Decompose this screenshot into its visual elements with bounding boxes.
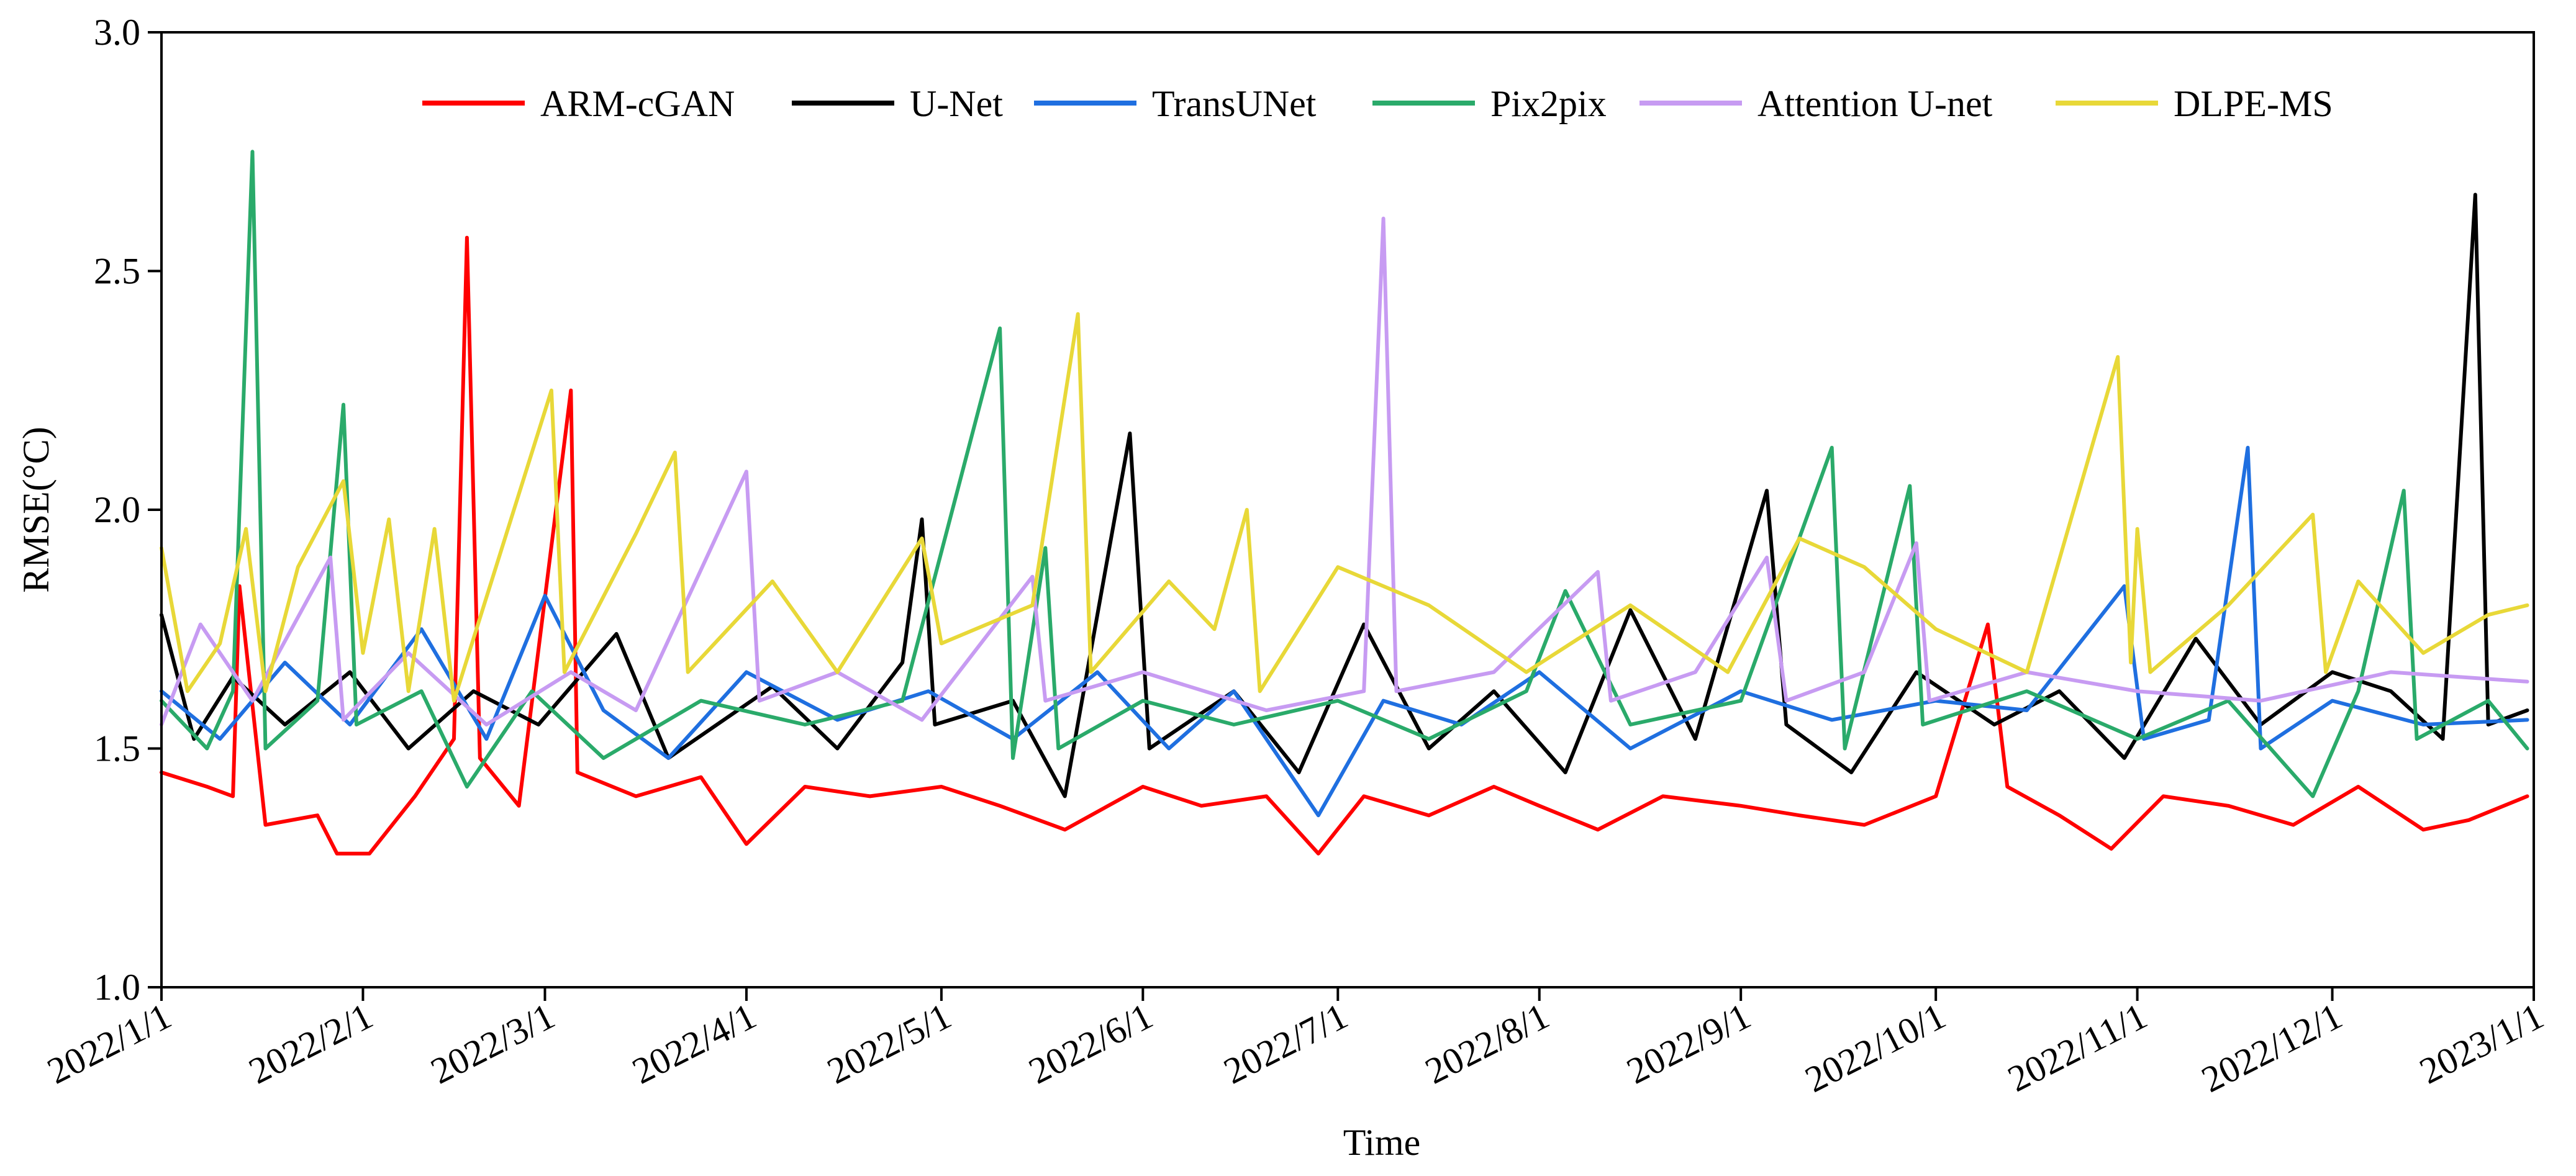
x-tick-label: 2022/2/1 <box>242 995 379 1092</box>
y-axis-title: RMSE(°C) <box>16 427 57 592</box>
legend-label: Pix2pix <box>1490 83 1607 124</box>
x-tick-label: 2022/7/1 <box>1217 995 1354 1092</box>
x-tick-label: 2023/1/1 <box>2413 995 2550 1092</box>
series-line-1 <box>160 235 2529 856</box>
x-tick-label: 2022/10/1 <box>1798 995 1952 1100</box>
legend-label: DLPE-MS <box>2174 83 2333 124</box>
x-tick-label: 2022/1/1 <box>41 995 178 1092</box>
series-lines <box>160 150 2529 856</box>
x-tick-label: 2022/11/1 <box>2002 995 2154 1100</box>
x-tick-label: 2022/5/1 <box>821 995 958 1092</box>
legend-label: Attention U-net <box>1757 83 1993 124</box>
x-tick-label: 2022/8/1 <box>1419 995 1556 1092</box>
legend-label: ARM-cGAN <box>540 83 735 124</box>
x-tick-label: 2022/4/1 <box>626 995 763 1092</box>
x-tick-label: 2022/9/1 <box>1620 995 1757 1092</box>
x-tick-label: 2022/6/1 <box>1022 995 1159 1092</box>
legend-label: TransUNet <box>1152 83 1317 124</box>
legend: ARM-cGAN U-Net TransUNet Pix2pix Attention U… <box>422 83 2333 124</box>
y-tick-label: 1.0 <box>94 967 140 1008</box>
series-line-4 <box>160 150 2529 798</box>
y-tick-label: 3.0 <box>94 12 140 53</box>
series-line-3 <box>160 446 2529 818</box>
axes: 1.0 1.5 2.0 2.5 3.0 2022/1/1 2022/2/1 2022/3/1 2… <box>41 12 2550 1100</box>
y-tick-label: 1.5 <box>94 728 140 769</box>
x-tick-label: 2022/12/1 <box>2195 995 2349 1100</box>
series-line-5 <box>160 216 2529 726</box>
series-line-6 <box>160 312 2529 703</box>
x-tick-label: 2022/3/1 <box>424 995 561 1092</box>
y-tick-label: 2.0 <box>94 489 140 530</box>
plot-frame <box>160 31 2535 988</box>
legend-label: U-Net <box>910 83 1003 124</box>
y-tick-label: 2.5 <box>94 251 140 292</box>
x-axis-title: Time <box>1343 1122 1421 1163</box>
